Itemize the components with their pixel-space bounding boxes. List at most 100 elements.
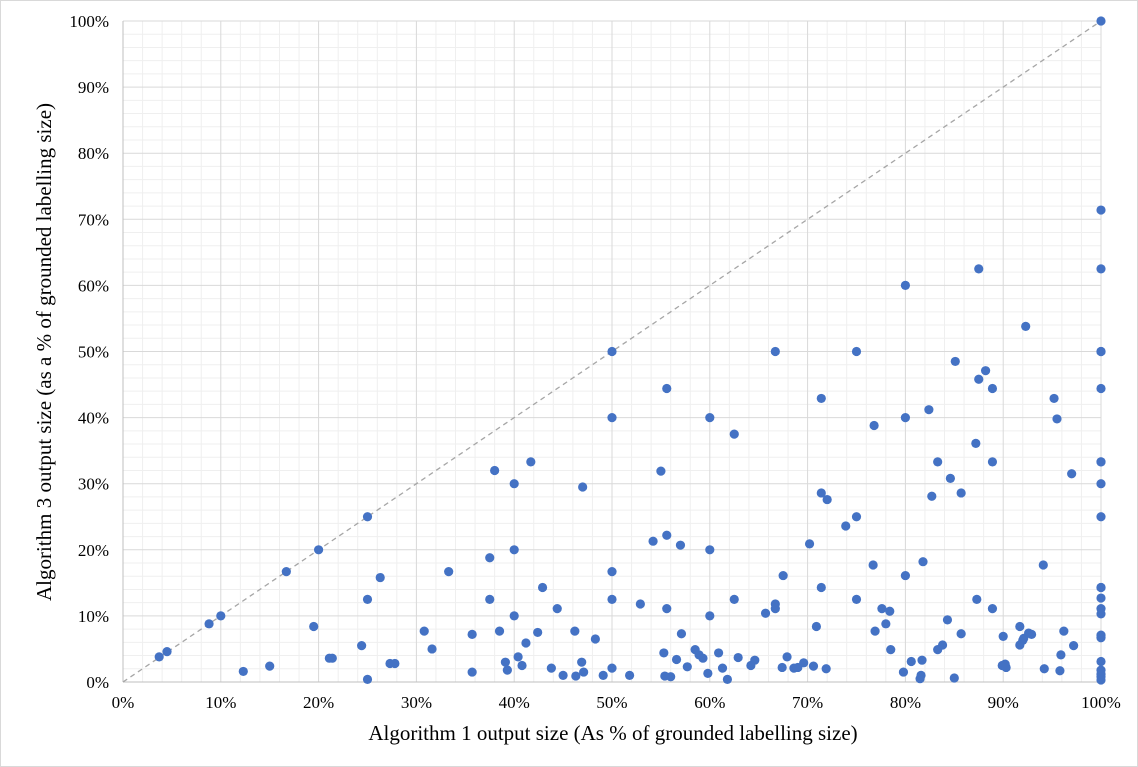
data-point	[733, 652, 743, 663]
y-tick-label: 20%	[78, 541, 109, 560]
data-point	[998, 631, 1008, 641]
data-point	[1096, 479, 1106, 489]
data-point	[419, 626, 429, 636]
data-point	[590, 634, 600, 644]
data-point	[841, 521, 851, 531]
data-point	[1049, 393, 1059, 404]
x-axis-title: Algorithm 1 output size (As % of grounde…	[368, 721, 857, 745]
data-point	[1096, 593, 1106, 603]
data-point	[924, 405, 934, 415]
x-tick-label: 20%	[303, 693, 334, 712]
y-tick-label: 0%	[86, 673, 109, 692]
data-point	[1096, 512, 1106, 522]
data-point	[811, 621, 822, 632]
data-point	[816, 582, 826, 593]
data-point	[821, 664, 831, 674]
data-point	[1026, 629, 1037, 640]
data-point	[1021, 321, 1031, 331]
data-point	[987, 604, 998, 614]
data-point	[662, 530, 672, 540]
data-point	[162, 646, 172, 657]
data-point	[1015, 621, 1025, 632]
data-point	[717, 663, 728, 673]
data-point	[662, 604, 672, 614]
data-point	[777, 662, 787, 673]
data-point	[526, 457, 536, 467]
x-tick-label: 0%	[112, 693, 135, 712]
data-point	[1096, 609, 1106, 619]
data-point	[648, 536, 658, 546]
data-point	[870, 626, 880, 636]
data-point	[816, 488, 826, 498]
data-point	[375, 572, 385, 583]
data-point	[570, 626, 580, 636]
y-tick-label: 60%	[78, 276, 109, 295]
data-point	[1096, 383, 1106, 394]
data-point	[327, 653, 337, 663]
data-point	[1096, 205, 1106, 215]
data-point	[868, 560, 878, 570]
data-point	[974, 374, 984, 384]
data-point	[309, 621, 319, 632]
data-point	[987, 457, 998, 467]
data-point	[760, 608, 771, 618]
data-point	[1039, 664, 1049, 674]
data-point	[885, 606, 895, 616]
data-point	[509, 611, 519, 621]
y-tick-label: 50%	[78, 343, 109, 362]
data-point	[607, 346, 617, 357]
data-point	[598, 670, 608, 680]
data-point	[808, 661, 819, 671]
data-point	[937, 640, 948, 650]
data-point	[558, 670, 568, 680]
data-point	[804, 539, 815, 549]
data-point	[1096, 633, 1106, 643]
data-point	[942, 615, 953, 625]
data-point	[216, 611, 226, 621]
data-point	[799, 658, 809, 668]
data-point	[950, 356, 960, 367]
data-point	[974, 264, 984, 274]
data-point	[705, 545, 715, 555]
data-point	[577, 657, 587, 667]
data-point	[987, 383, 998, 394]
data-point	[671, 654, 682, 665]
data-point	[927, 491, 937, 501]
data-point	[1067, 469, 1077, 479]
data-point	[362, 512, 373, 522]
data-point	[933, 457, 943, 467]
data-point	[705, 413, 715, 423]
data-point	[427, 644, 437, 654]
data-point	[851, 512, 862, 522]
data-point	[546, 663, 556, 673]
data-point	[729, 594, 739, 604]
data-point	[571, 671, 581, 681]
data-point	[1096, 264, 1106, 274]
data-point	[877, 604, 887, 614]
data-point	[1001, 662, 1011, 673]
data-point	[467, 629, 477, 640]
data-point	[467, 667, 477, 677]
data-point	[956, 629, 966, 639]
data-point	[500, 657, 510, 667]
x-tick-label: 100%	[1081, 693, 1121, 712]
data-point	[662, 383, 672, 394]
data-point	[533, 627, 543, 638]
data-point	[851, 346, 862, 357]
data-point	[659, 648, 669, 658]
data-point	[494, 626, 505, 636]
y-tick-label: 10%	[78, 607, 109, 626]
data-points	[154, 16, 1106, 685]
data-point	[607, 594, 617, 604]
data-point	[1096, 675, 1106, 685]
data-point	[390, 658, 400, 669]
data-point	[770, 604, 780, 614]
data-point	[607, 663, 617, 673]
data-point	[714, 648, 724, 658]
data-point	[625, 670, 635, 680]
x-tick-label: 80%	[890, 693, 921, 712]
data-point	[509, 479, 519, 489]
x-tick-label: 70%	[792, 693, 823, 712]
data-point	[851, 594, 862, 604]
